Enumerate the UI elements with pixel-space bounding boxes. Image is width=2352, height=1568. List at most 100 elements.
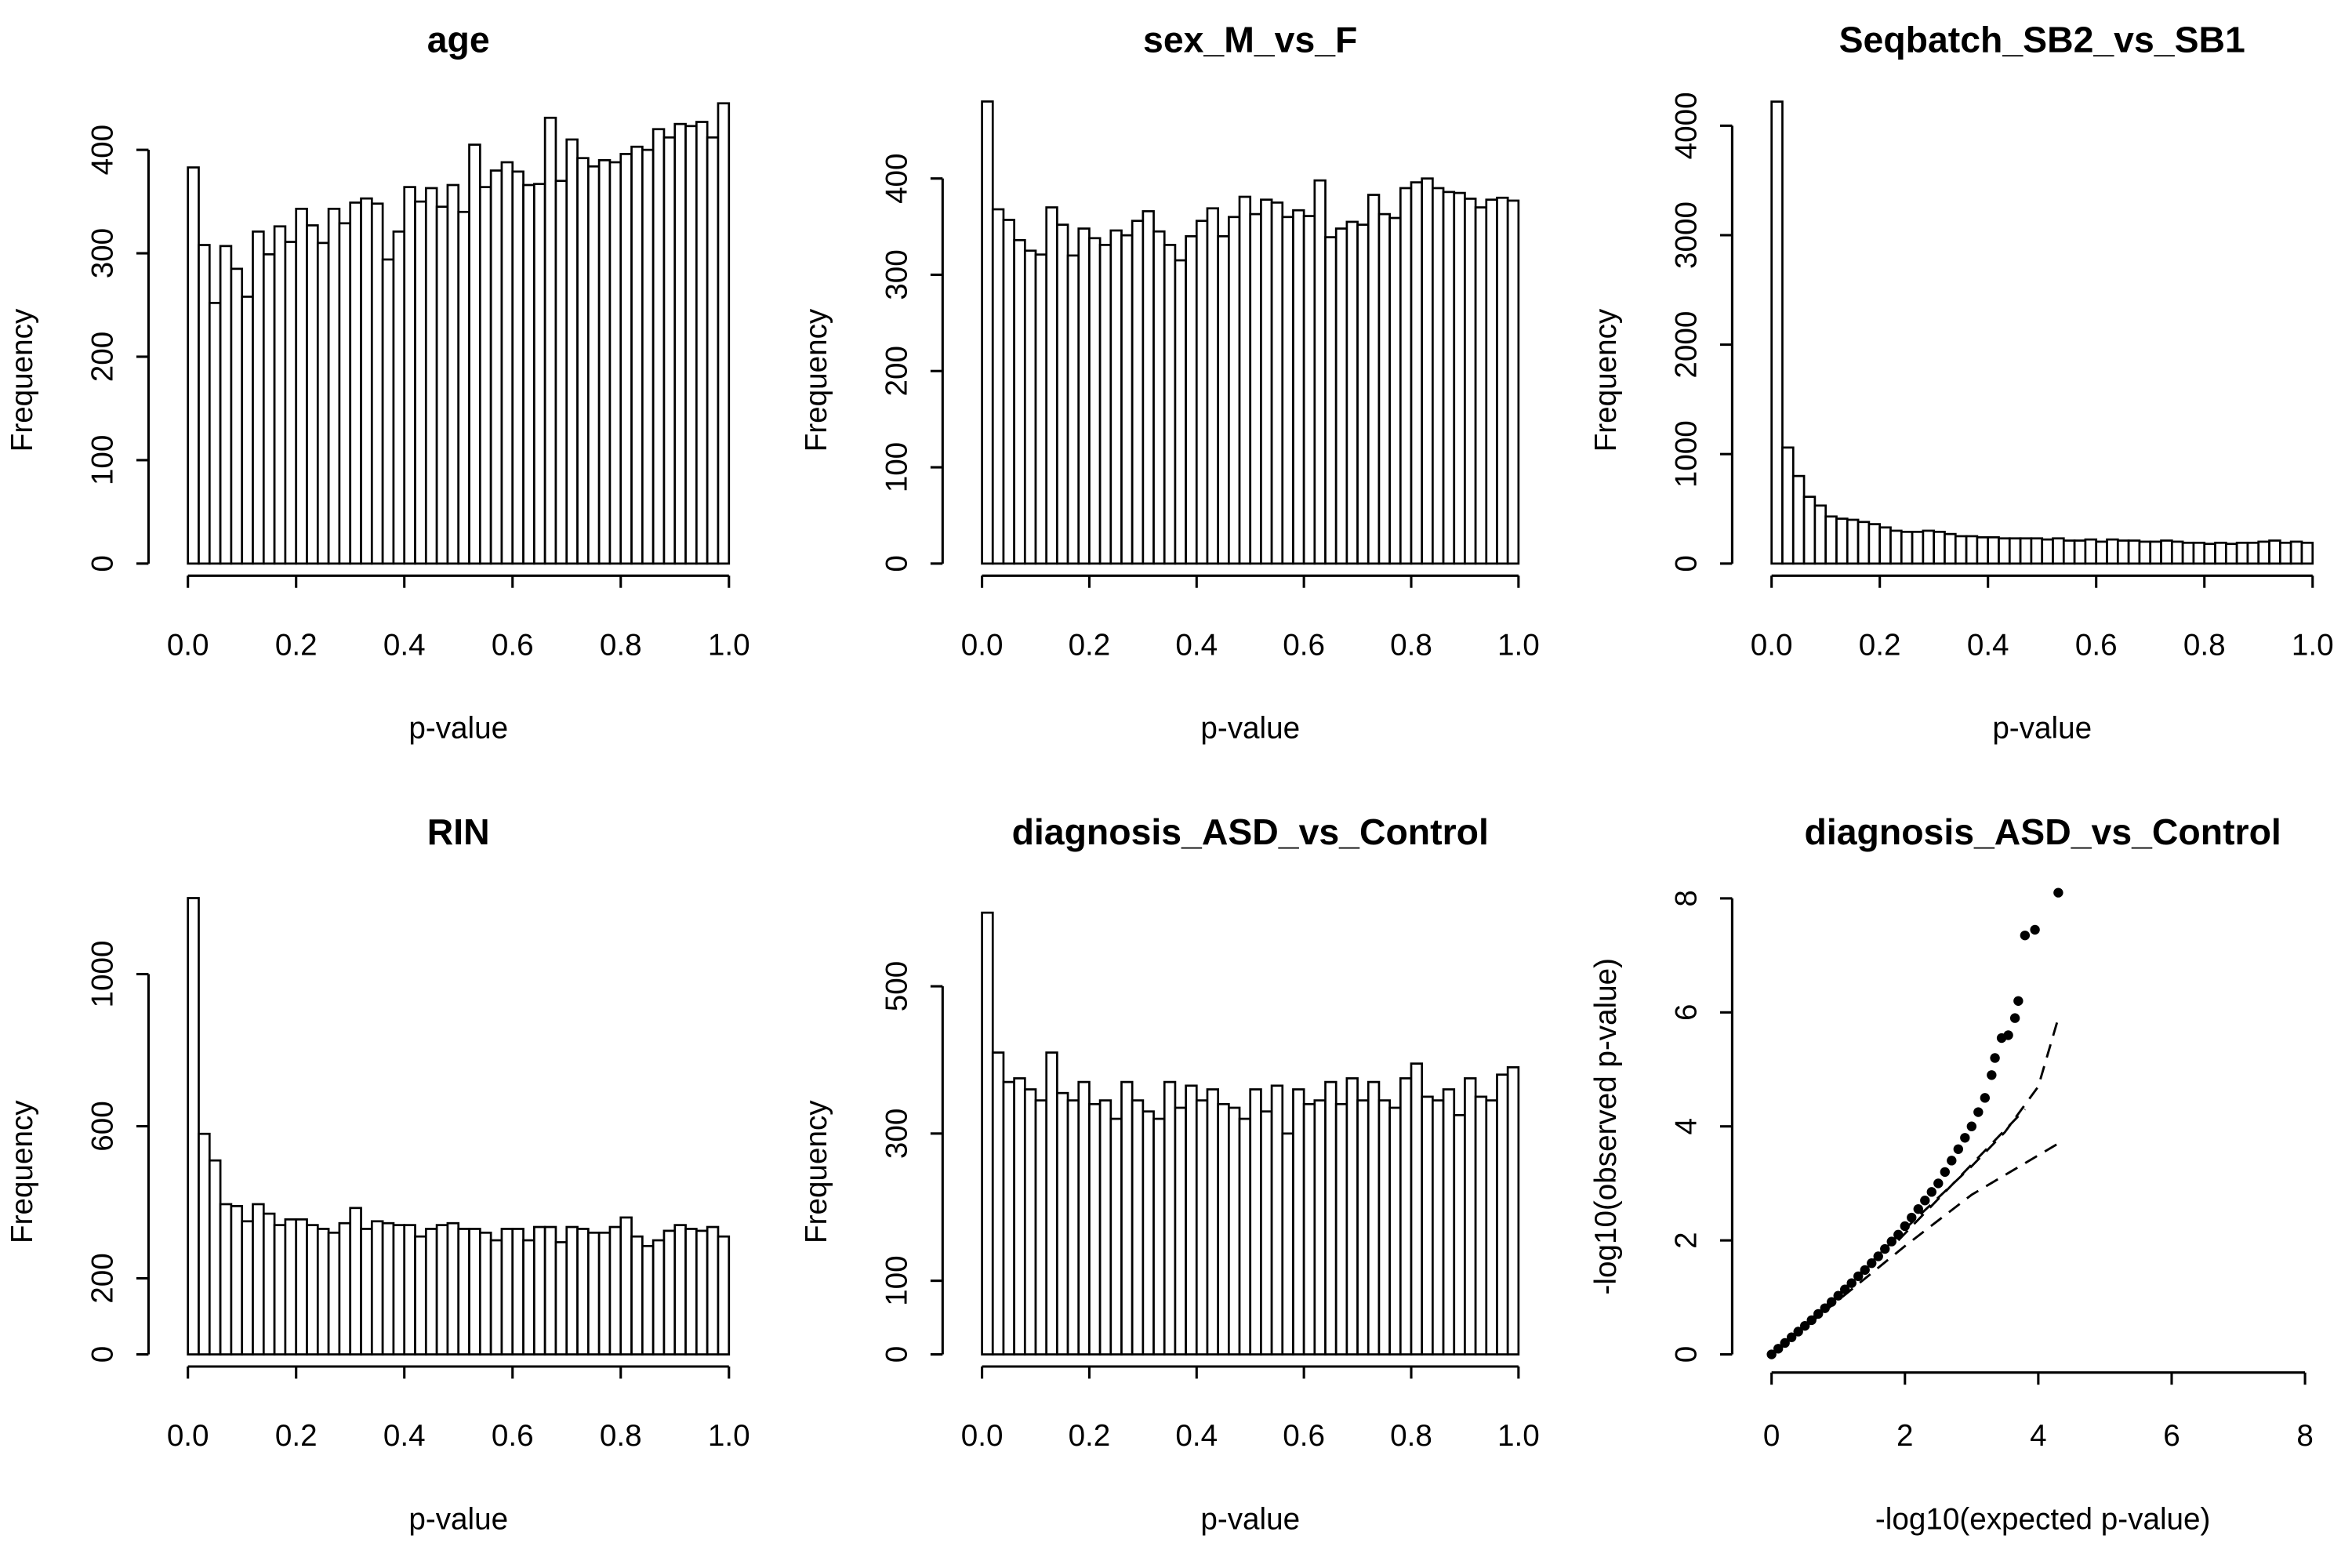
bar xyxy=(652,1239,666,1356)
bar xyxy=(1911,530,1925,565)
bar xyxy=(1506,1065,1520,1356)
bar xyxy=(1410,1062,1424,1356)
bar xyxy=(1442,1088,1456,1356)
bar xyxy=(1453,1114,1466,1356)
bar xyxy=(662,1229,677,1356)
x-tick-label: 0.2 xyxy=(1069,628,1111,662)
bar xyxy=(1098,244,1112,565)
bar xyxy=(360,1228,373,1356)
bar xyxy=(1163,1080,1177,1356)
point xyxy=(1920,1196,1930,1206)
bar xyxy=(1185,1084,1198,1356)
x-tick-label: 0.2 xyxy=(275,1419,318,1453)
y-axis-label: Frequency xyxy=(5,308,39,452)
y-tick-label: 4 xyxy=(1670,1118,1704,1134)
bar xyxy=(1944,532,1957,565)
bar xyxy=(630,145,644,565)
y-axis-label: Frequency xyxy=(1589,308,1623,452)
bar xyxy=(543,116,557,565)
bar xyxy=(1077,227,1091,565)
x-tick-label: 0.0 xyxy=(167,1419,209,1453)
y-tick-label: 0 xyxy=(1670,1346,1704,1363)
y-axis-label: Frequency xyxy=(5,1100,39,1243)
y-tick-label: 2 xyxy=(1670,1232,1704,1248)
bar xyxy=(1206,207,1220,565)
point xyxy=(1840,1284,1850,1294)
bar xyxy=(532,1225,546,1356)
bar xyxy=(208,1159,222,1356)
bar xyxy=(414,1235,427,1356)
bar xyxy=(262,253,276,565)
bar xyxy=(2181,541,2195,565)
bar xyxy=(2116,539,2130,565)
bar xyxy=(1965,535,1979,565)
bar xyxy=(597,158,612,565)
bar xyxy=(543,1225,557,1356)
bar xyxy=(1432,187,1445,565)
bar xyxy=(1088,237,1102,565)
bar xyxy=(424,1228,438,1356)
bar xyxy=(1002,219,1015,565)
y-tick-label: 500 xyxy=(880,961,913,1011)
x-tick-label: 0.2 xyxy=(1069,1419,1111,1453)
y-tick-label: 400 xyxy=(86,125,120,175)
y-tick-label: 1000 xyxy=(1670,420,1704,488)
x-tick-label: 0.6 xyxy=(492,628,534,662)
bar xyxy=(1889,529,1903,565)
point xyxy=(1873,1251,1883,1261)
bar xyxy=(1066,254,1080,565)
bar xyxy=(295,207,308,565)
point xyxy=(1773,1344,1784,1354)
bar xyxy=(1388,216,1402,565)
y-axis-label: -log10(observed p-value) xyxy=(1589,958,1623,1295)
bar xyxy=(1217,1102,1230,1356)
x-tick-label: 0.0 xyxy=(961,628,1004,662)
bar xyxy=(2235,541,2249,565)
bar xyxy=(208,302,222,565)
bar xyxy=(608,161,622,565)
bar xyxy=(1013,238,1026,565)
bar xyxy=(554,180,568,565)
bar xyxy=(1152,230,1166,565)
bar xyxy=(608,1225,622,1356)
point xyxy=(1947,1156,1957,1166)
bar xyxy=(2214,541,2227,565)
bar xyxy=(284,1218,298,1356)
y-tick-label: 8 xyxy=(1670,890,1704,906)
bar xyxy=(619,153,633,565)
y-tick-label: 0 xyxy=(86,1346,120,1363)
y-tick-label: 4000 xyxy=(1670,92,1704,159)
bar xyxy=(1485,1099,1498,1356)
point xyxy=(1987,1070,1997,1080)
bar xyxy=(1453,191,1466,565)
point xyxy=(1933,1178,1944,1189)
bar xyxy=(1846,518,1860,565)
bar xyxy=(1464,198,1477,565)
bar xyxy=(2019,537,2033,565)
point xyxy=(1886,1236,1896,1247)
x-tick-label: 0.4 xyxy=(383,1419,426,1453)
bar xyxy=(1034,253,1048,565)
bar xyxy=(1399,187,1413,565)
bar xyxy=(262,1212,276,1356)
y-tick-label: 300 xyxy=(880,1109,913,1159)
bar xyxy=(1077,1080,1091,1356)
bar xyxy=(1367,1080,1381,1356)
bar xyxy=(1185,235,1198,565)
bar xyxy=(2203,543,2216,565)
bar xyxy=(576,157,590,565)
x-tick-label: 0 xyxy=(1763,1419,1780,1453)
bar xyxy=(652,128,666,565)
bar xyxy=(489,169,503,565)
bar xyxy=(1227,1106,1241,1356)
bar xyxy=(2127,539,2141,565)
bar xyxy=(1878,526,1892,565)
x-axis-label: p-value xyxy=(1200,712,1300,746)
bar xyxy=(1356,1099,1370,1356)
bar xyxy=(1002,1080,1015,1356)
bar xyxy=(241,296,254,565)
y-tick-label: 0 xyxy=(1670,555,1704,572)
point xyxy=(1900,1221,1910,1232)
x-tick-label: 8 xyxy=(2296,1419,2314,1453)
